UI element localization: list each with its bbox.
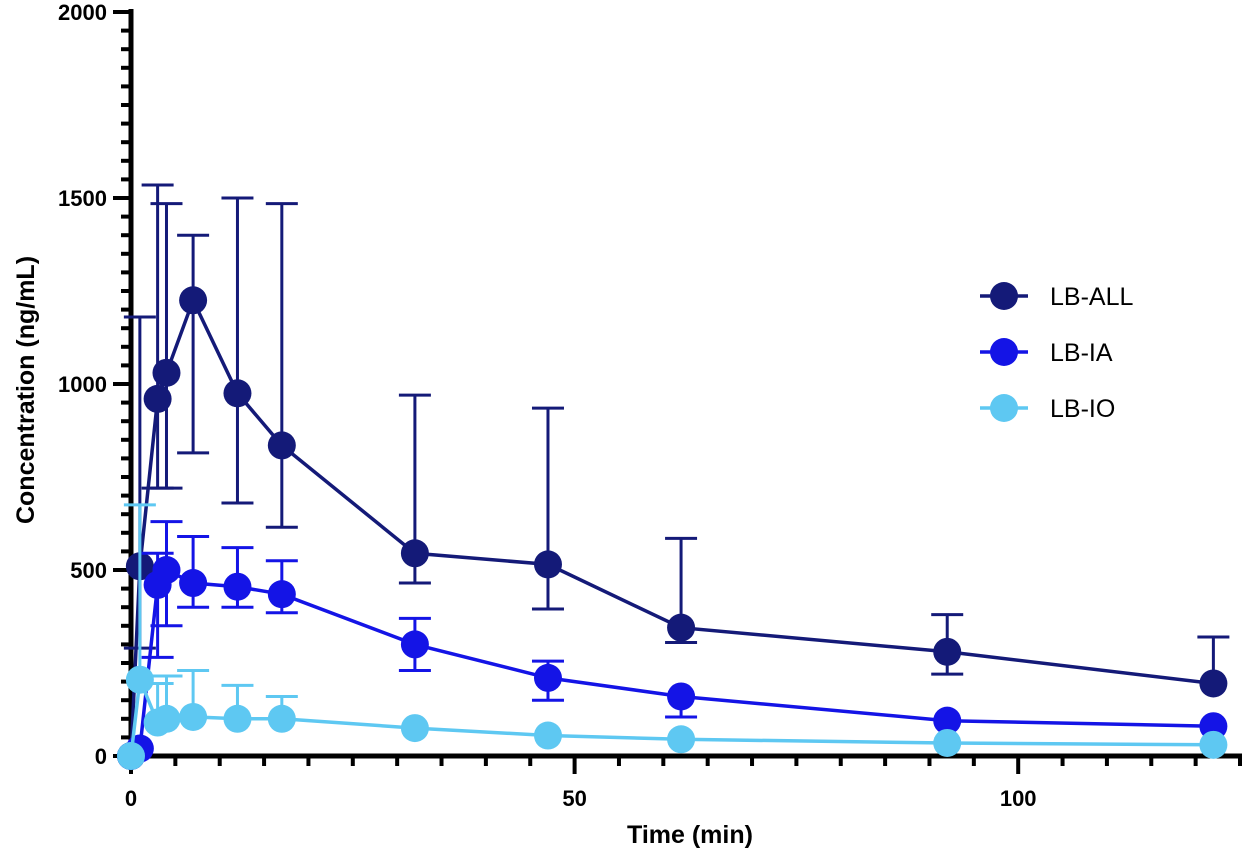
series-lb-io [117,503,1228,770]
data-point [152,358,181,387]
axes: 0 500 1000 1500 2000 0 50 100 [58,0,1242,811]
legend-label: LB-IA [1050,339,1113,367]
data-point [1199,730,1228,759]
data-point [533,721,562,750]
x-tick-label: 50 [562,786,586,811]
data-point [1199,669,1228,698]
data-point [533,550,562,579]
legend-marker [990,338,1018,366]
data-point [223,704,252,733]
plot-area [117,183,1230,770]
y-tick-label: 0 [95,744,107,769]
legend-label: LB-IO [1050,395,1115,423]
y-tick-label: 1000 [58,372,107,397]
legend-item-lb-all: LB-ALL [980,282,1133,311]
x-tick-label: 100 [1000,786,1037,811]
series-line [129,567,1214,758]
data-point [267,704,296,733]
data-point [143,384,172,413]
data-point [667,682,696,711]
y-axis-title: Concentration (ng/mL) [12,256,40,524]
data-point [267,431,296,460]
data-point [179,569,208,598]
legend-item-lb-io: LB-IO [980,394,1115,423]
legend-marker [990,394,1018,422]
data-point [400,630,429,659]
series-lb-all [117,183,1230,770]
legend-label: LB-ALL [1050,283,1133,311]
data-point [400,714,429,743]
data-point [267,580,296,609]
data-point [667,613,696,642]
data-point [179,286,208,315]
data-point [533,663,562,692]
x-tick-label: 0 [125,786,137,811]
series-line [129,295,1214,757]
data-point [152,704,181,733]
data-point [933,728,962,757]
y-tick-label: 500 [70,558,107,583]
data-point [400,539,429,568]
data-point [179,702,208,731]
legend-item-lb-ia: LB-IA [980,338,1113,367]
data-point [933,637,962,666]
x-axis-title: Time (min) [627,821,753,849]
data-point [667,725,696,754]
y-tick-label: 1500 [58,186,107,211]
data-point [152,556,181,584]
legend: LB-ALL LB-IA LB-IO [980,282,1133,423]
y-tick-label: 2000 [58,0,107,25]
data-point [125,665,154,694]
data-point [223,572,252,601]
data-point [223,379,252,408]
data-point [933,706,962,735]
data-point [117,742,145,770]
legend-marker [990,282,1018,310]
